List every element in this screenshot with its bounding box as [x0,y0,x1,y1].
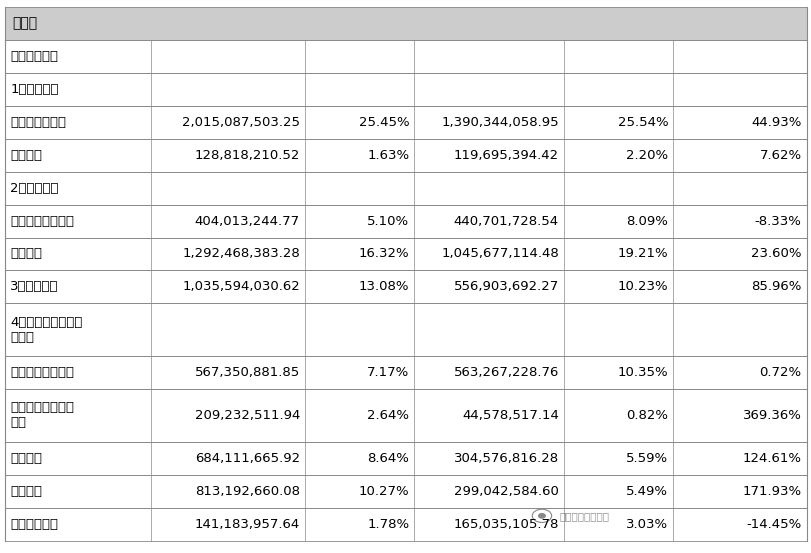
Text: 教育产品和服务: 教育产品和服务 [11,116,67,129]
Text: 1.78%: 1.78% [367,518,409,531]
Text: 开放平台: 开放平台 [11,452,42,465]
Text: 3.03%: 3.03% [625,518,667,531]
Bar [6,356,805,389]
Text: 5.49%: 5.49% [625,484,667,498]
Text: 移动互联网产品及
服务: 移动互联网产品及 服务 [11,401,74,430]
Text: 171.93%: 171.93% [742,484,800,498]
Text: 25.45%: 25.45% [358,116,409,129]
Text: 124.61%: 124.61% [742,452,800,465]
Text: 运营商大数据: 运营商大数据 [11,518,58,531]
Bar [6,304,805,356]
Text: 5.10%: 5.10% [367,215,409,227]
Text: 19.21%: 19.21% [617,248,667,260]
Bar [6,7,805,40]
Text: 0.72%: 0.72% [758,366,800,379]
Text: 10.35%: 10.35% [617,366,667,379]
Text: 369.36%: 369.36% [742,409,800,422]
Text: 1.63%: 1.63% [367,149,409,161]
Text: 1,390,344,058.95: 1,390,344,058.95 [440,116,558,129]
Text: 299,042,584.60: 299,042,584.60 [453,484,558,498]
Text: 一、主营业务: 一、主营业务 [11,50,58,63]
Text: 44.93%: 44.93% [750,116,800,129]
Text: 128,818,210.52: 128,818,210.52 [195,149,299,161]
Text: 44,578,517.14: 44,578,517.14 [461,409,558,422]
Text: 2、智慧城市: 2、智慧城市 [11,181,58,195]
Text: 813,192,660.08: 813,192,660.08 [195,484,299,498]
Text: -14.45%: -14.45% [745,518,800,531]
Text: 23.60%: 23.60% [750,248,800,260]
Text: 141,183,957.64: 141,183,957.64 [195,518,299,531]
Text: 0.82%: 0.82% [625,409,667,422]
Text: 5.59%: 5.59% [625,452,667,465]
Text: 8.64%: 8.64% [367,452,409,465]
Text: 119,695,394.42: 119,695,394.42 [453,149,558,161]
Bar [6,389,805,442]
Text: 7.17%: 7.17% [367,366,409,379]
Text: 209,232,511.94: 209,232,511.94 [195,409,299,422]
Text: 4、开放平台及消费
者业务: 4、开放平台及消费 者业务 [11,316,83,344]
Text: 10.27%: 10.27% [358,484,409,498]
Text: 25.54%: 25.54% [617,116,667,129]
Text: 智能硬件: 智能硬件 [11,484,42,498]
Text: 165,035,105.78: 165,035,105.78 [453,518,558,531]
Bar [6,474,805,508]
Text: 信息工程: 信息工程 [11,248,42,260]
Bar [6,270,805,304]
Text: 2.20%: 2.20% [625,149,667,161]
Text: 教学业务: 教学业务 [11,149,42,161]
Bar [6,442,805,474]
Bar [6,139,805,171]
Bar [6,40,805,73]
Bar [6,205,805,237]
Text: 404,013,244.77: 404,013,244.77 [195,215,299,227]
Bar [6,237,805,270]
Text: 1、教育领域: 1、教育领域 [11,83,58,96]
Text: 16.32%: 16.32% [358,248,409,260]
Text: 304,576,816.28: 304,576,816.28 [453,452,558,465]
Text: -8.33%: -8.33% [754,215,800,227]
Text: 1,045,677,114.48: 1,045,677,114.48 [440,248,558,260]
Text: 电信增值产品运营: 电信增值产品运营 [11,366,74,379]
Text: 1,292,468,383.28: 1,292,468,383.28 [182,248,299,260]
Circle shape [538,514,544,518]
Text: 3、政法业务: 3、政法业务 [11,280,58,294]
Text: 分产品: 分产品 [12,17,37,30]
Bar [6,106,805,139]
Text: 1,035,594,030.62: 1,035,594,030.62 [182,280,299,294]
Text: 智慧城市行业应用: 智慧城市行业应用 [11,215,74,227]
Bar [6,508,805,541]
Text: 2.64%: 2.64% [367,409,409,422]
Text: 563,267,228.76: 563,267,228.76 [453,366,558,379]
Text: 2,015,087,503.25: 2,015,087,503.25 [182,116,299,129]
Text: 8.09%: 8.09% [625,215,667,227]
Text: 10.23%: 10.23% [617,280,667,294]
Bar [6,171,805,205]
Text: 85.96%: 85.96% [750,280,800,294]
Text: 13.08%: 13.08% [358,280,409,294]
Text: 567,350,881.85: 567,350,881.85 [195,366,299,379]
Text: 556,903,692.27: 556,903,692.27 [453,280,558,294]
Text: 684,111,665.92: 684,111,665.92 [195,452,299,465]
Text: 国际投行研究报告: 国际投行研究报告 [558,511,608,521]
Bar [6,73,805,106]
Text: 7.62%: 7.62% [758,149,800,161]
Text: 440,701,728.54: 440,701,728.54 [453,215,558,227]
